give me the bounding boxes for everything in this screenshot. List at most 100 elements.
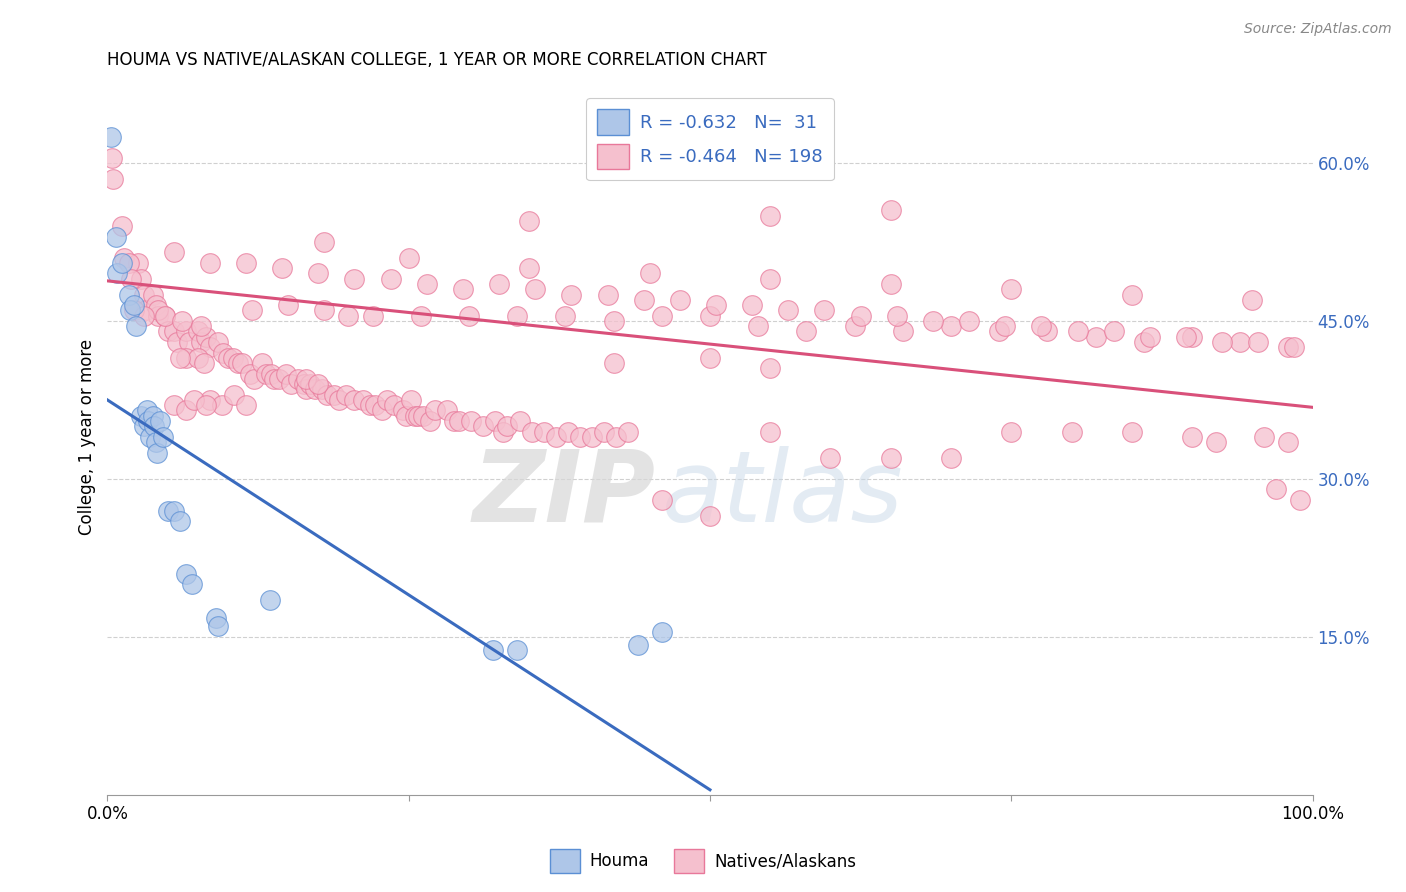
Legend: R = -0.632   N=  31, R = -0.464   N= 198: R = -0.632 N= 31, R = -0.464 N= 198 xyxy=(586,98,834,180)
Point xyxy=(295,372,318,386)
Point xyxy=(222,351,245,365)
Point xyxy=(627,639,650,653)
Point xyxy=(142,287,165,301)
Point xyxy=(129,409,152,423)
Point xyxy=(484,414,506,428)
Point xyxy=(143,419,166,434)
Point xyxy=(617,425,640,439)
Point xyxy=(304,383,326,397)
Point xyxy=(193,356,215,370)
Point xyxy=(994,319,1017,334)
Point xyxy=(1031,319,1053,334)
Point xyxy=(155,309,177,323)
Point xyxy=(103,171,125,186)
Point xyxy=(699,508,721,523)
Point xyxy=(880,277,903,291)
Point xyxy=(524,282,547,296)
Point xyxy=(267,372,290,386)
Point xyxy=(416,277,439,291)
Point xyxy=(1241,293,1264,307)
Text: Source: ZipAtlas.com: Source: ZipAtlas.com xyxy=(1244,22,1392,37)
Point xyxy=(136,403,159,417)
Point xyxy=(190,319,212,334)
Point xyxy=(1000,425,1022,439)
Point xyxy=(298,377,321,392)
Point xyxy=(146,445,169,459)
Point xyxy=(399,392,422,407)
Point xyxy=(1229,334,1251,349)
Point xyxy=(1000,282,1022,296)
Point xyxy=(488,277,510,291)
Point xyxy=(554,309,576,323)
Point xyxy=(239,367,262,381)
Point xyxy=(174,403,197,417)
Point xyxy=(759,209,782,223)
Point xyxy=(235,256,257,270)
Point xyxy=(880,203,903,218)
Point xyxy=(1211,334,1233,349)
Point xyxy=(163,398,186,412)
Point xyxy=(180,577,202,591)
Point xyxy=(602,314,624,328)
Point xyxy=(988,325,1011,339)
Point xyxy=(277,298,299,312)
Point xyxy=(235,398,257,412)
Point xyxy=(496,419,519,434)
Point xyxy=(443,414,465,428)
Point xyxy=(651,493,673,508)
Point xyxy=(533,425,555,439)
Point xyxy=(328,392,350,407)
Point xyxy=(820,450,842,465)
Point xyxy=(163,325,186,339)
Point xyxy=(337,309,360,323)
Point xyxy=(314,303,336,318)
Point xyxy=(118,287,141,301)
Point xyxy=(605,430,627,444)
Point xyxy=(886,309,908,323)
Point xyxy=(198,340,221,354)
Point xyxy=(183,392,205,407)
Point xyxy=(315,387,337,401)
Point xyxy=(100,129,122,144)
Point xyxy=(849,309,872,323)
Point xyxy=(343,272,366,286)
Point xyxy=(111,256,134,270)
Point xyxy=(205,611,228,625)
Point xyxy=(747,319,769,334)
Point xyxy=(375,392,398,407)
Point xyxy=(408,409,430,423)
Point xyxy=(371,403,394,417)
Point xyxy=(1289,493,1312,508)
Point xyxy=(263,372,285,386)
Point xyxy=(593,425,616,439)
Point xyxy=(132,309,155,323)
Point xyxy=(174,351,197,365)
Point xyxy=(1133,334,1156,349)
Point xyxy=(105,267,128,281)
Point xyxy=(198,392,221,407)
Point xyxy=(517,261,540,276)
Point xyxy=(759,272,782,286)
Point xyxy=(260,367,283,381)
Point xyxy=(361,309,384,323)
Point xyxy=(364,398,387,412)
Point xyxy=(509,414,531,428)
Point xyxy=(169,514,191,528)
Point xyxy=(1284,340,1306,354)
Point xyxy=(152,430,174,444)
Point xyxy=(122,298,145,312)
Point xyxy=(741,298,763,312)
Point xyxy=(127,256,149,270)
Text: HOUMA VS NATIVE/ALASKAN COLLEGE, 1 YEAR OR MORE CORRELATION CHART: HOUMA VS NATIVE/ALASKAN COLLEGE, 1 YEAR … xyxy=(107,51,768,69)
Point xyxy=(460,414,482,428)
Point xyxy=(651,309,673,323)
Point xyxy=(517,214,540,228)
Point xyxy=(395,409,418,423)
Point xyxy=(1036,325,1059,339)
Point xyxy=(1247,334,1270,349)
Point xyxy=(699,351,721,365)
Point xyxy=(557,425,579,439)
Point xyxy=(280,377,302,392)
Point xyxy=(343,392,366,407)
Point xyxy=(1121,287,1143,301)
